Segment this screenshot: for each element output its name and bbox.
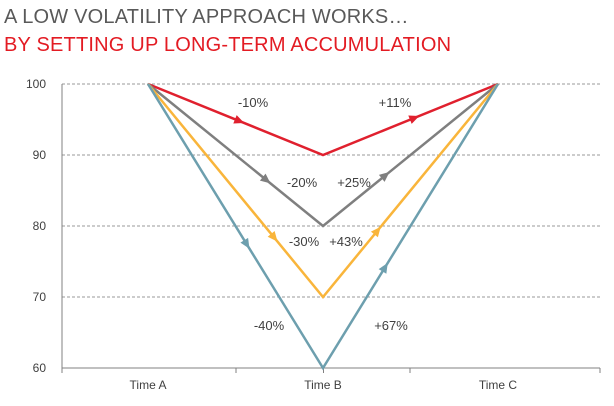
up-change-label: +11% <box>379 95 412 110</box>
y-tick-label: 90 <box>33 148 47 162</box>
x-tick-label: Time C <box>479 378 518 392</box>
series-path <box>146 83 500 371</box>
series-arrowhead <box>370 226 381 238</box>
x-tick-label: Time B <box>304 378 342 392</box>
series-path <box>147 83 499 228</box>
series-group <box>146 82 500 371</box>
up-change-label: +67% <box>374 318 408 333</box>
x-tick-label: Time A <box>130 378 167 392</box>
series-arrowhead <box>267 231 278 242</box>
series-arrowhead <box>408 115 420 124</box>
down-change-label: -40% <box>254 318 285 333</box>
chart-title-line-2: BY SETTING UP LONG-TERM ACCUMULATION <box>4 34 452 56</box>
up-change-label: +43% <box>329 234 363 249</box>
series-path <box>147 82 499 157</box>
series-arrowhead <box>378 262 388 274</box>
series-path <box>147 83 499 299</box>
y-tick-label: 70 <box>33 290 47 304</box>
chart-title-line-1: A LOW VOLATILITY APPROACH WORKS… <box>4 6 409 28</box>
down-change-label: -30% <box>289 234 320 249</box>
series-arrowhead <box>233 115 245 124</box>
series-line-4 <box>146 83 500 371</box>
up-change-label: +25% <box>337 175 371 190</box>
gridlines <box>62 83 600 298</box>
series-arrowhead <box>378 172 390 182</box>
y-tick-label: 80 <box>33 219 47 233</box>
y-tick-label: 60 <box>33 361 47 375</box>
series-line-2 <box>147 83 499 228</box>
series-line-1 <box>147 82 499 157</box>
series-arrowhead <box>240 237 250 249</box>
y-tick-label: 100 <box>26 77 46 91</box>
series-line-3 <box>147 83 499 299</box>
series-arrowhead <box>259 173 271 184</box>
axes: 60 70 80 90 100 Time A Time B Time C <box>26 77 601 392</box>
down-change-label: -20% <box>287 175 318 190</box>
down-change-label: -10% <box>238 95 269 110</box>
data-labels: -10% +11% -20% +25% -30% +43% -40% +67% <box>238 95 412 333</box>
